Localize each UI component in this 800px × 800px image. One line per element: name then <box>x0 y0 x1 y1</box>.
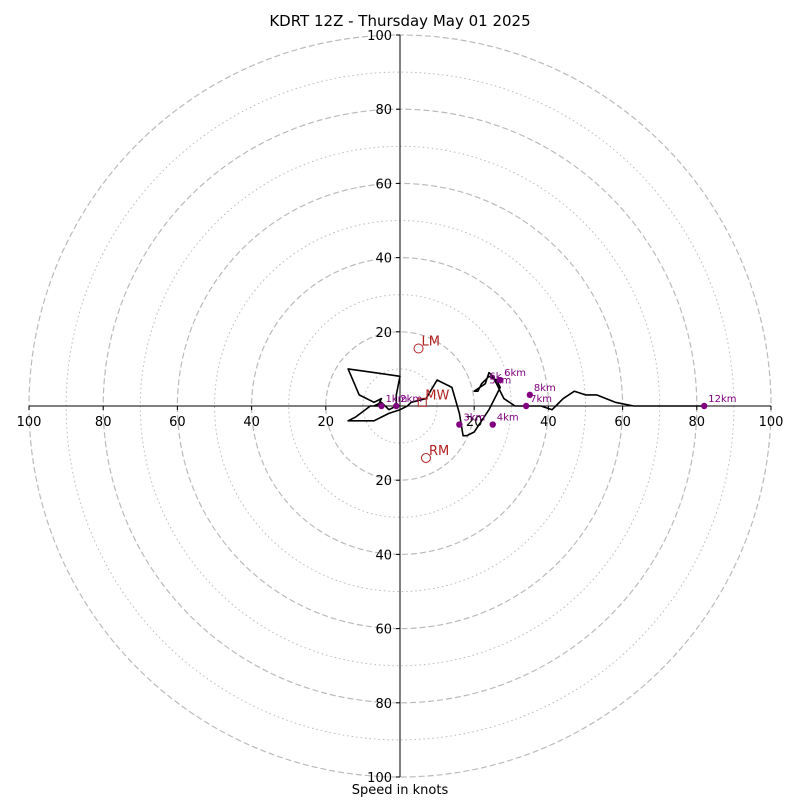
y-tick-label: 20 <box>375 326 392 341</box>
height-label-8km: 8km <box>534 383 556 394</box>
height-label-5km: 5km <box>489 375 511 386</box>
y-tick-label: 80 <box>375 697 392 712</box>
x-tick-label: 80 <box>689 415 706 430</box>
hodograph-trace <box>347 368 705 437</box>
x-tick-label: 20 <box>318 415 335 430</box>
y-tick-label: 100 <box>367 771 392 786</box>
chart-title: KDRT 12Z - Thursday May 01 2025 <box>269 12 531 30</box>
height-point-4km <box>489 421 496 428</box>
y-tick-label: 40 <box>375 548 392 563</box>
y-tick-label: 60 <box>375 623 392 638</box>
x-tick-label: 80 <box>95 415 112 430</box>
height-point-3km <box>456 421 463 428</box>
y-tick-label: 20 <box>375 474 392 489</box>
x-tick-label: 60 <box>614 415 631 430</box>
height-label-1km: 1km <box>385 394 407 405</box>
height-label-2km: 2km <box>400 394 422 405</box>
x-tick-label: 60 <box>169 415 186 430</box>
y-tick-label: 60 <box>375 177 392 192</box>
height-point-12km <box>701 402 708 410</box>
motion-label-RM: RM <box>429 444 449 459</box>
y-tick-label: 80 <box>375 103 392 118</box>
motion-marker-LM <box>413 343 424 354</box>
motion-label-MW: MW <box>425 388 449 403</box>
height-point-2km <box>393 402 400 410</box>
height-point-6km <box>496 376 504 384</box>
height-label-6km: 6km <box>504 368 526 379</box>
height-label-12km: 12km <box>708 394 736 405</box>
motion-marker-MW <box>417 397 427 407</box>
height-point-8km <box>526 391 534 399</box>
x-tick-label: 40 <box>243 415 260 430</box>
height-point-7km <box>522 402 530 410</box>
motion-marker-RM <box>420 452 431 463</box>
x-tick-label: 40 <box>540 415 557 430</box>
x-axis-label: Speed in knots <box>351 783 449 798</box>
x-tick-label: 100 <box>759 415 784 430</box>
y-tick-label: 40 <box>375 252 392 267</box>
height-label-4km: 4km <box>497 413 519 424</box>
y-tick-label: 100 <box>367 29 392 44</box>
x-tick-label: 100 <box>17 415 42 430</box>
motion-label-LM: LM <box>422 334 440 349</box>
height-point-1km <box>378 402 385 410</box>
height-label-6k: 6k <box>489 372 501 383</box>
height-label-3km: 3km <box>463 413 485 424</box>
height-label-7km: 7km <box>530 394 552 405</box>
